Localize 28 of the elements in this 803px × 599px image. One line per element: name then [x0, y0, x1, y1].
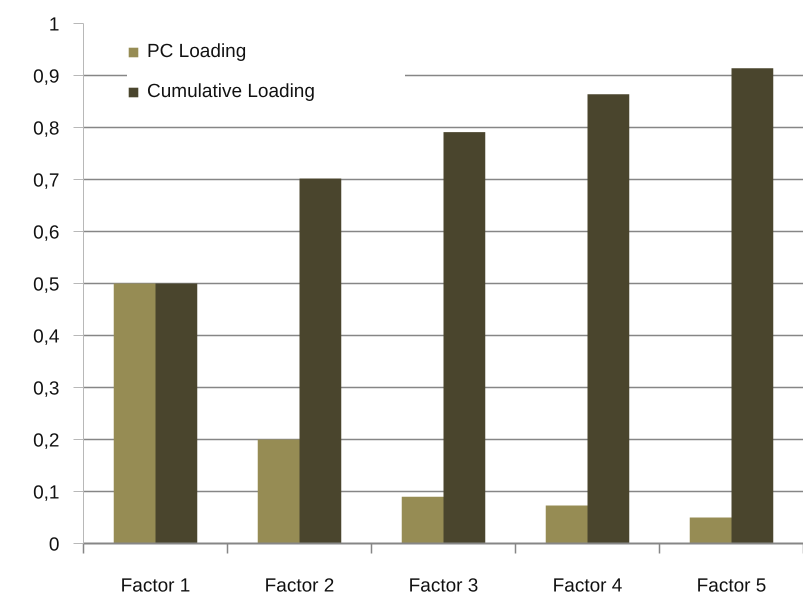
legend-label: Cumulative Loading	[147, 81, 316, 103]
y-tick-label: 0,8	[33, 118, 60, 140]
x-tick-label: Factor 1	[120, 576, 190, 596]
y-tick-label: 0,9	[33, 66, 60, 88]
bar	[444, 132, 486, 544]
bar	[402, 496, 444, 544]
x-tick-label: Factor 2	[264, 576, 334, 596]
bar	[300, 178, 342, 544]
legend-label: PC Loading	[147, 41, 248, 63]
bar	[114, 284, 156, 544]
y-tick-label: 0,5	[33, 274, 60, 296]
x-tick-label: Factor 3	[408, 576, 478, 596]
bar	[156, 284, 198, 544]
bar	[690, 518, 732, 544]
y-tick-label: 0,7	[33, 170, 60, 192]
bar	[732, 68, 774, 544]
x-tick-label: Factor 4	[552, 576, 623, 596]
y-tick-label: 0,6	[33, 222, 60, 244]
y-tick-label: 0	[48, 534, 60, 556]
y-tick-label: 0,1	[33, 482, 60, 504]
bar	[258, 440, 300, 544]
y-tick-label: 0,4	[33, 326, 60, 348]
bar	[546, 506, 588, 544]
bar	[588, 94, 630, 544]
y-tick-label: 0,3	[33, 378, 60, 400]
y-tick-label: 1	[48, 14, 60, 36]
y-tick-label: 0,2	[33, 430, 60, 452]
x-tick-label: Factor 5	[696, 576, 766, 596]
